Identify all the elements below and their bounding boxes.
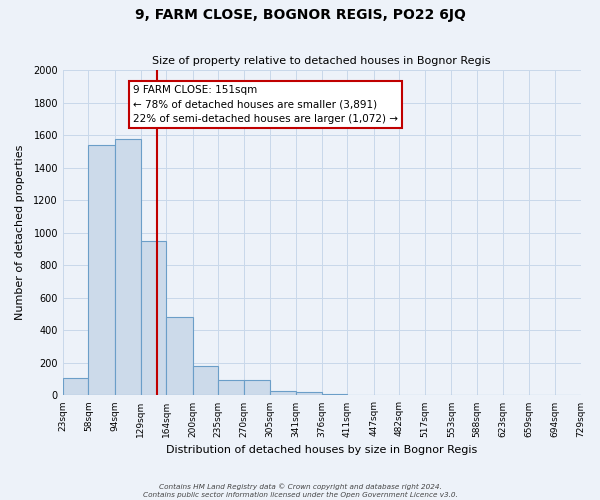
Text: 9, FARM CLOSE, BOGNOR REGIS, PO22 6JQ: 9, FARM CLOSE, BOGNOR REGIS, PO22 6JQ bbox=[134, 8, 466, 22]
Bar bbox=[296, 392, 322, 396]
Bar bbox=[218, 380, 244, 396]
Bar bbox=[244, 380, 269, 396]
Bar bbox=[115, 139, 140, 396]
Bar bbox=[166, 318, 193, 396]
Bar bbox=[63, 378, 88, 396]
Text: Contains HM Land Registry data © Crown copyright and database right 2024.
Contai: Contains HM Land Registry data © Crown c… bbox=[143, 484, 457, 498]
Bar bbox=[140, 241, 166, 396]
Bar bbox=[322, 394, 347, 396]
Bar bbox=[88, 145, 115, 396]
Bar bbox=[269, 390, 296, 396]
Bar bbox=[193, 366, 218, 396]
Title: Size of property relative to detached houses in Bognor Regis: Size of property relative to detached ho… bbox=[152, 56, 491, 66]
Y-axis label: Number of detached properties: Number of detached properties bbox=[15, 145, 25, 320]
X-axis label: Distribution of detached houses by size in Bognor Regis: Distribution of detached houses by size … bbox=[166, 445, 477, 455]
Text: 9 FARM CLOSE: 151sqm
← 78% of detached houses are smaller (3,891)
22% of semi-de: 9 FARM CLOSE: 151sqm ← 78% of detached h… bbox=[133, 84, 398, 124]
